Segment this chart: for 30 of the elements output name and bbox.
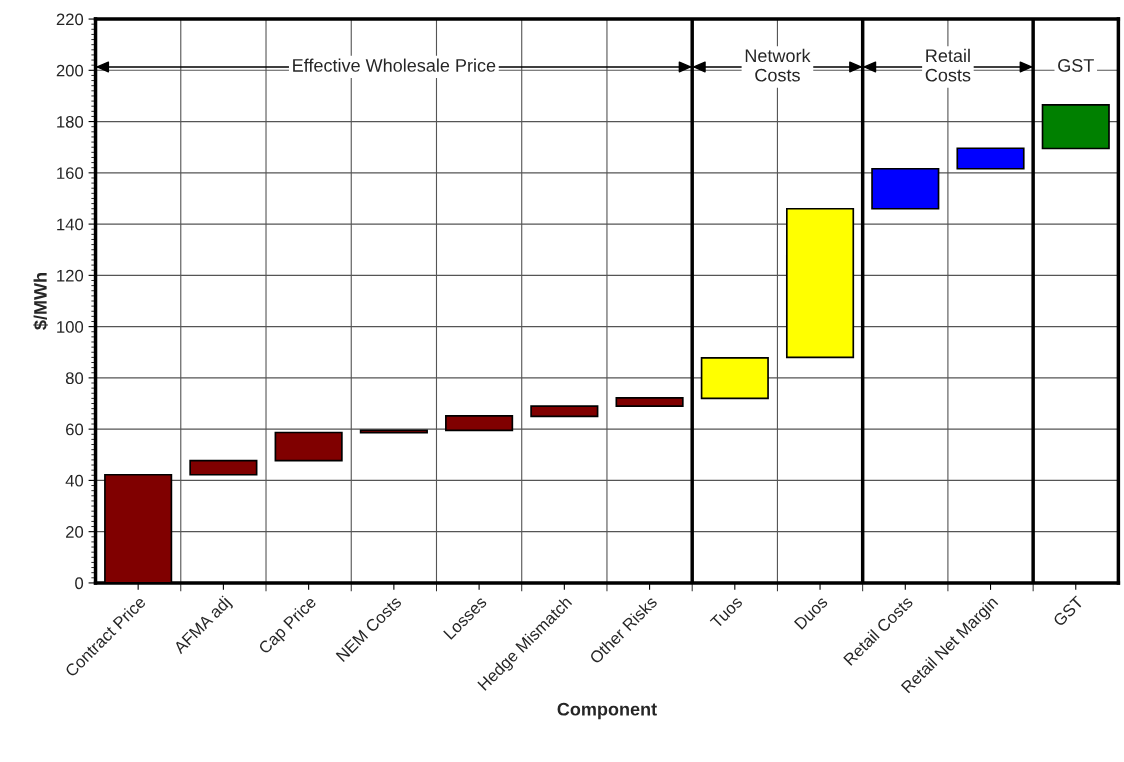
y-tick-label: 180 [57, 115, 84, 128]
bar [274, 431, 343, 462]
bar [700, 357, 769, 400]
bar [956, 147, 1025, 170]
y-tick-label: 200 [56, 64, 84, 77]
annotation: Retail Costs [925, 48, 971, 82]
bar [445, 414, 514, 432]
y-tick-label: 120 [57, 269, 84, 282]
annotation: Network Costs [745, 48, 811, 82]
y-tick-label: 220 [56, 13, 84, 26]
x-tick-label: Tuos [709, 595, 744, 629]
y-tick-label: 20 [66, 526, 84, 538]
bar [871, 167, 940, 210]
annotation: Effective Wholesale Price [293, 58, 496, 72]
y-tick-label: 80 [65, 372, 84, 385]
bar [1041, 104, 1110, 150]
bar [785, 207, 855, 359]
y-tick-label: 160 [57, 167, 84, 180]
x-axis-title: Component [557, 702, 657, 720]
y-tick-label: 40 [65, 474, 84, 487]
y-tick-label: 60 [66, 423, 84, 436]
y-axis-title: $/MWh [33, 273, 48, 330]
y-tick-label: 140 [57, 218, 84, 231]
y-tick-label: 100 [57, 321, 84, 333]
y-tick-label: 0 [75, 577, 84, 590]
bar [189, 459, 258, 476]
bar [615, 397, 684, 407]
annotation: GST [1058, 59, 1094, 72]
bar [530, 405, 599, 418]
bar [359, 429, 428, 434]
